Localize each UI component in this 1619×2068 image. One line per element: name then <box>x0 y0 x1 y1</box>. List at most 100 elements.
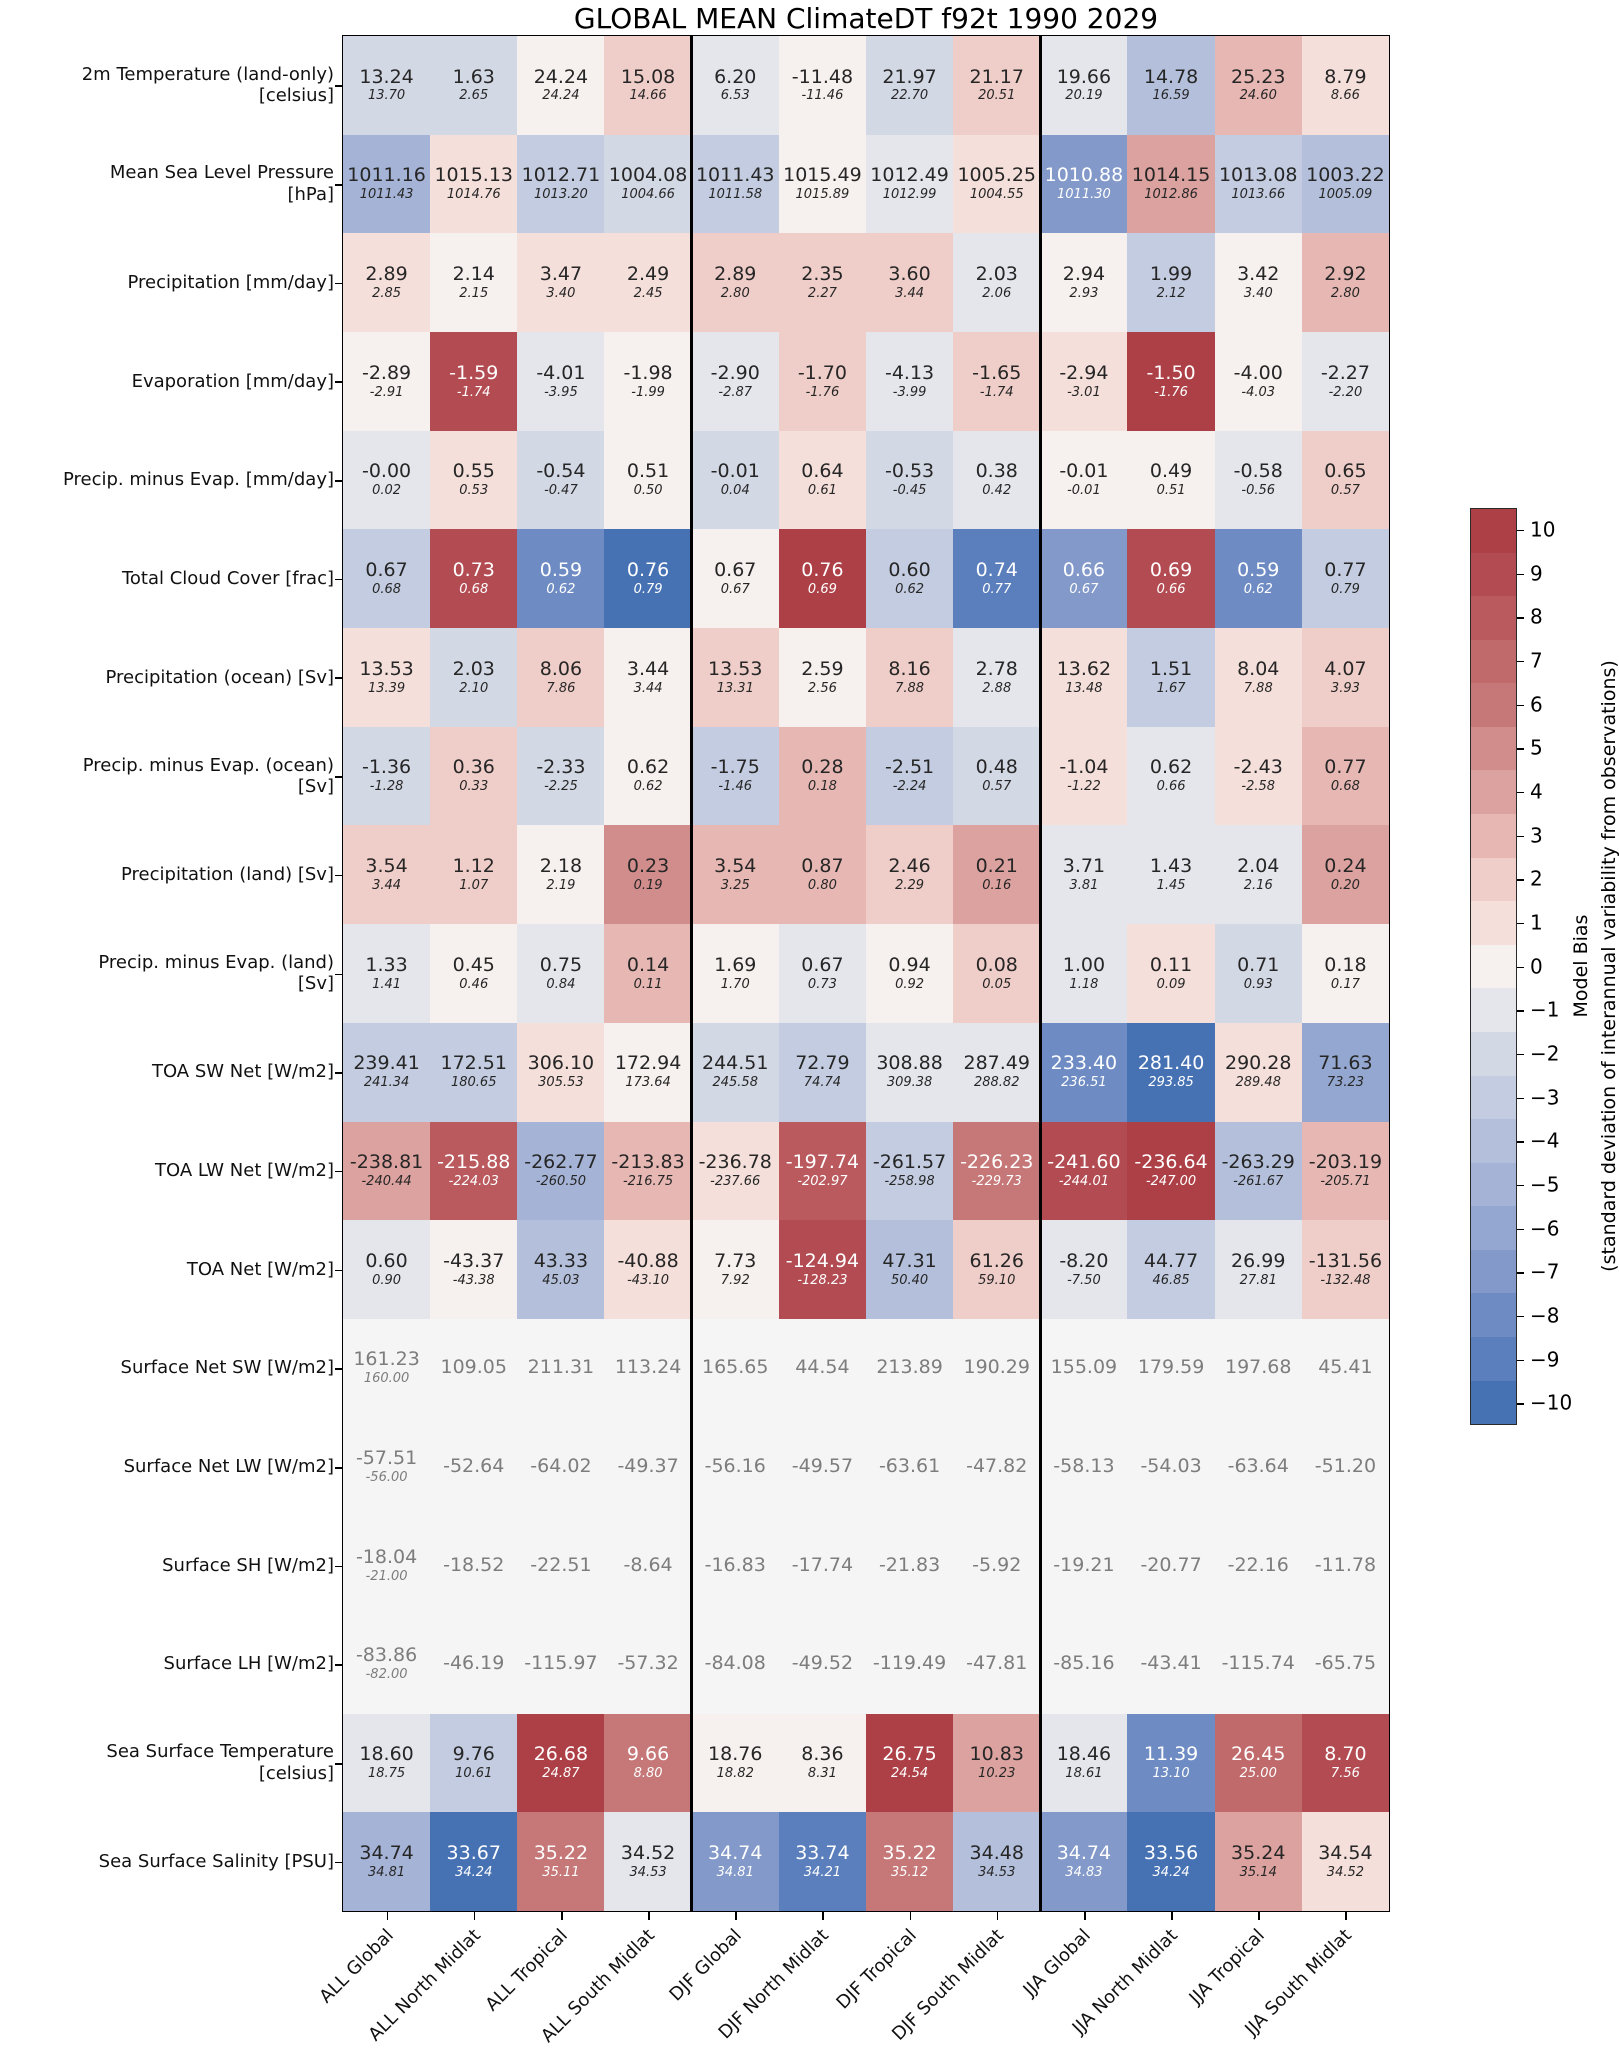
heatmap-cell: 239.41 241.34 <box>343 1022 431 1122</box>
heatmap-cell: 1014.15 1012.86 <box>1127 134 1215 234</box>
cell-obs-value: -216.75 <box>622 1174 674 1189</box>
cell-value: 61.26 <box>969 1249 1024 1272</box>
cell-value: 44.54 <box>795 1356 850 1379</box>
heatmap-cell: 0.45 0.46 <box>430 924 518 1023</box>
cell-obs-value: 0.42 <box>982 483 1012 499</box>
heatmap-cell: -43.37 -43.38 <box>430 1220 518 1319</box>
cell-value: 1.33 <box>365 953 408 976</box>
cell-obs-value: -2.58 <box>1241 779 1276 795</box>
heatmap-cell: -64.02 <box>517 1417 605 1517</box>
cell-value: 25.23 <box>1231 65 1286 88</box>
cell-obs-value: 35.11 <box>542 1864 580 1880</box>
cell-obs-value: 0.05 <box>982 976 1012 992</box>
heatmap-cell: -57.32 <box>604 1614 692 1714</box>
colorbar-segment <box>1471 1293 1516 1337</box>
cell-value: 35.24 <box>1231 1841 1286 1864</box>
heatmap-cell: 26.75 24.54 <box>865 1713 954 1813</box>
colorbar-tick-label: −8 <box>1530 1303 1560 1328</box>
cell-value: 8.70 <box>1324 1743 1367 1766</box>
cell-value: -43.37 <box>443 1249 505 1272</box>
y-axis-tick <box>335 1269 343 1272</box>
heatmap-cell: 2.49 2.45 <box>604 233 692 333</box>
cell-value: 0.48 <box>975 756 1018 779</box>
cell-obs-value: -0.56 <box>1241 483 1276 499</box>
cell-obs-value: 2.19 <box>546 877 576 893</box>
cell-value: -115.97 <box>524 1652 598 1675</box>
heatmap-cell: 1.51 1.67 <box>1127 628 1215 727</box>
heatmap-cell: 0.67 0.73 <box>778 924 866 1023</box>
heatmap-cell: 34.74 34.83 <box>1040 1812 1128 1911</box>
heatmap-cell: 0.60 0.90 <box>343 1220 431 1319</box>
heatmap-cell: 43.33 45.03 <box>517 1220 605 1319</box>
heatmap-cell: 0.76 0.79 <box>604 529 692 629</box>
cell-value: 0.55 <box>452 460 495 483</box>
heatmap-grid: 13.24 13.70 1.63 2.65 24.24 24.24 15.08 14.66 6.… <box>342 35 1390 1912</box>
heatmap-cell: -4.00 -4.03 <box>1214 332 1302 431</box>
heatmap-cell: -1.98 -1.99 <box>604 332 692 431</box>
heatmap-cell: 2.04 2.16 <box>1214 825 1302 925</box>
heatmap-cell: 233.40 236.51 <box>1040 1022 1128 1122</box>
heatmap-cell: -1.75 -1.46 <box>691 726 779 826</box>
heatmap-cell: 25.23 24.60 <box>1214 36 1302 135</box>
cell-obs-value: 8.66 <box>1330 88 1360 104</box>
cell-obs-value: 24.54 <box>890 1766 929 1782</box>
heatmap-cell: 1.33 1.41 <box>343 924 431 1023</box>
cell-value: -51.20 <box>1314 1454 1377 1477</box>
cell-value: 10.83 <box>969 1743 1024 1766</box>
cell-value: -215.88 <box>437 1151 511 1174</box>
heatmap-cell: 0.49 0.51 <box>1127 430 1215 530</box>
cell-value: 0.62 <box>626 756 670 779</box>
cell-obs-value: 2.16 <box>1243 877 1273 893</box>
heatmap-cell: 34.54 34.52 <box>1301 1812 1389 1911</box>
cell-value: 1015.49 <box>783 164 862 187</box>
cell-value: 0.66 <box>1062 558 1106 581</box>
heatmap-cell: 21.17 20.51 <box>953 36 1041 135</box>
heatmap-cell: -17.74 <box>778 1516 866 1615</box>
cell-value: -0.01 <box>710 460 760 483</box>
cell-value: -1.65 <box>972 361 1022 384</box>
heatmap-cell: -4.13 -3.99 <box>865 332 954 431</box>
cell-value: 8.16 <box>888 657 931 680</box>
cell-obs-value: 25.00 <box>1239 1766 1277 1782</box>
cell-value: -238.81 <box>349 1151 424 1174</box>
heatmap-cell: 35.24 35.14 <box>1214 1812 1302 1911</box>
heatmap-cell: 0.73 0.68 <box>430 529 518 629</box>
cell-obs-value: 0.69 <box>807 581 837 597</box>
heatmap-cell: 172.94 173.64 <box>604 1022 692 1122</box>
heatmap-cell: -0.00 0.02 <box>343 430 431 530</box>
cell-obs-value: 3.81 <box>1069 877 1099 893</box>
cell-obs-value: 293.85 <box>1148 1075 1194 1091</box>
cell-value: -0.54 <box>536 460 586 483</box>
colorbar-tick <box>1517 660 1524 663</box>
heatmap-cell: -1.65 -1.74 <box>953 332 1041 431</box>
cell-value: 8.06 <box>539 657 583 680</box>
group-separator <box>690 36 693 1911</box>
heatmap-cell: -11.48 -11.46 <box>778 36 866 135</box>
cell-value: -40.88 <box>617 1249 679 1272</box>
cell-value: -49.37 <box>617 1454 679 1477</box>
colorbar-tick-label: −6 <box>1530 1216 1560 1241</box>
cell-obs-value: 1011.43 <box>359 187 414 203</box>
cell-value: -0.00 <box>361 460 412 483</box>
cell-value: -1.75 <box>710 756 760 779</box>
colorbar-tick <box>1517 1097 1524 1100</box>
cell-obs-value: 24.87 <box>542 1766 580 1782</box>
heatmap-cell: -263.29 -261.67 <box>1214 1121 1302 1221</box>
cell-value: 1.43 <box>1149 855 1193 878</box>
cell-value: 7.73 <box>714 1249 757 1272</box>
cell-value: 1003.22 <box>1306 164 1385 187</box>
heatmap-cell: -2.33 -2.25 <box>517 726 605 826</box>
cell-obs-value: 0.68 <box>459 581 489 597</box>
heatmap-cell: -22.51 <box>517 1516 605 1615</box>
row-label: Precipitation (land) [Sv] <box>121 864 334 885</box>
cell-obs-value: -3.95 <box>544 384 578 400</box>
colorbar-tick <box>1517 573 1524 576</box>
cell-value: 2.04 <box>1237 855 1280 878</box>
cell-value: 306.10 <box>527 1052 595 1075</box>
cell-value: -21.83 <box>878 1553 941 1576</box>
heatmap-cell: 71.63 73.23 <box>1301 1022 1389 1122</box>
cell-value: -64.02 <box>530 1454 592 1477</box>
heatmap-cell: 0.71 0.93 <box>1214 924 1302 1023</box>
colorbar-segment <box>1471 770 1516 815</box>
heatmap-cell: -2.43 -2.58 <box>1214 726 1302 826</box>
